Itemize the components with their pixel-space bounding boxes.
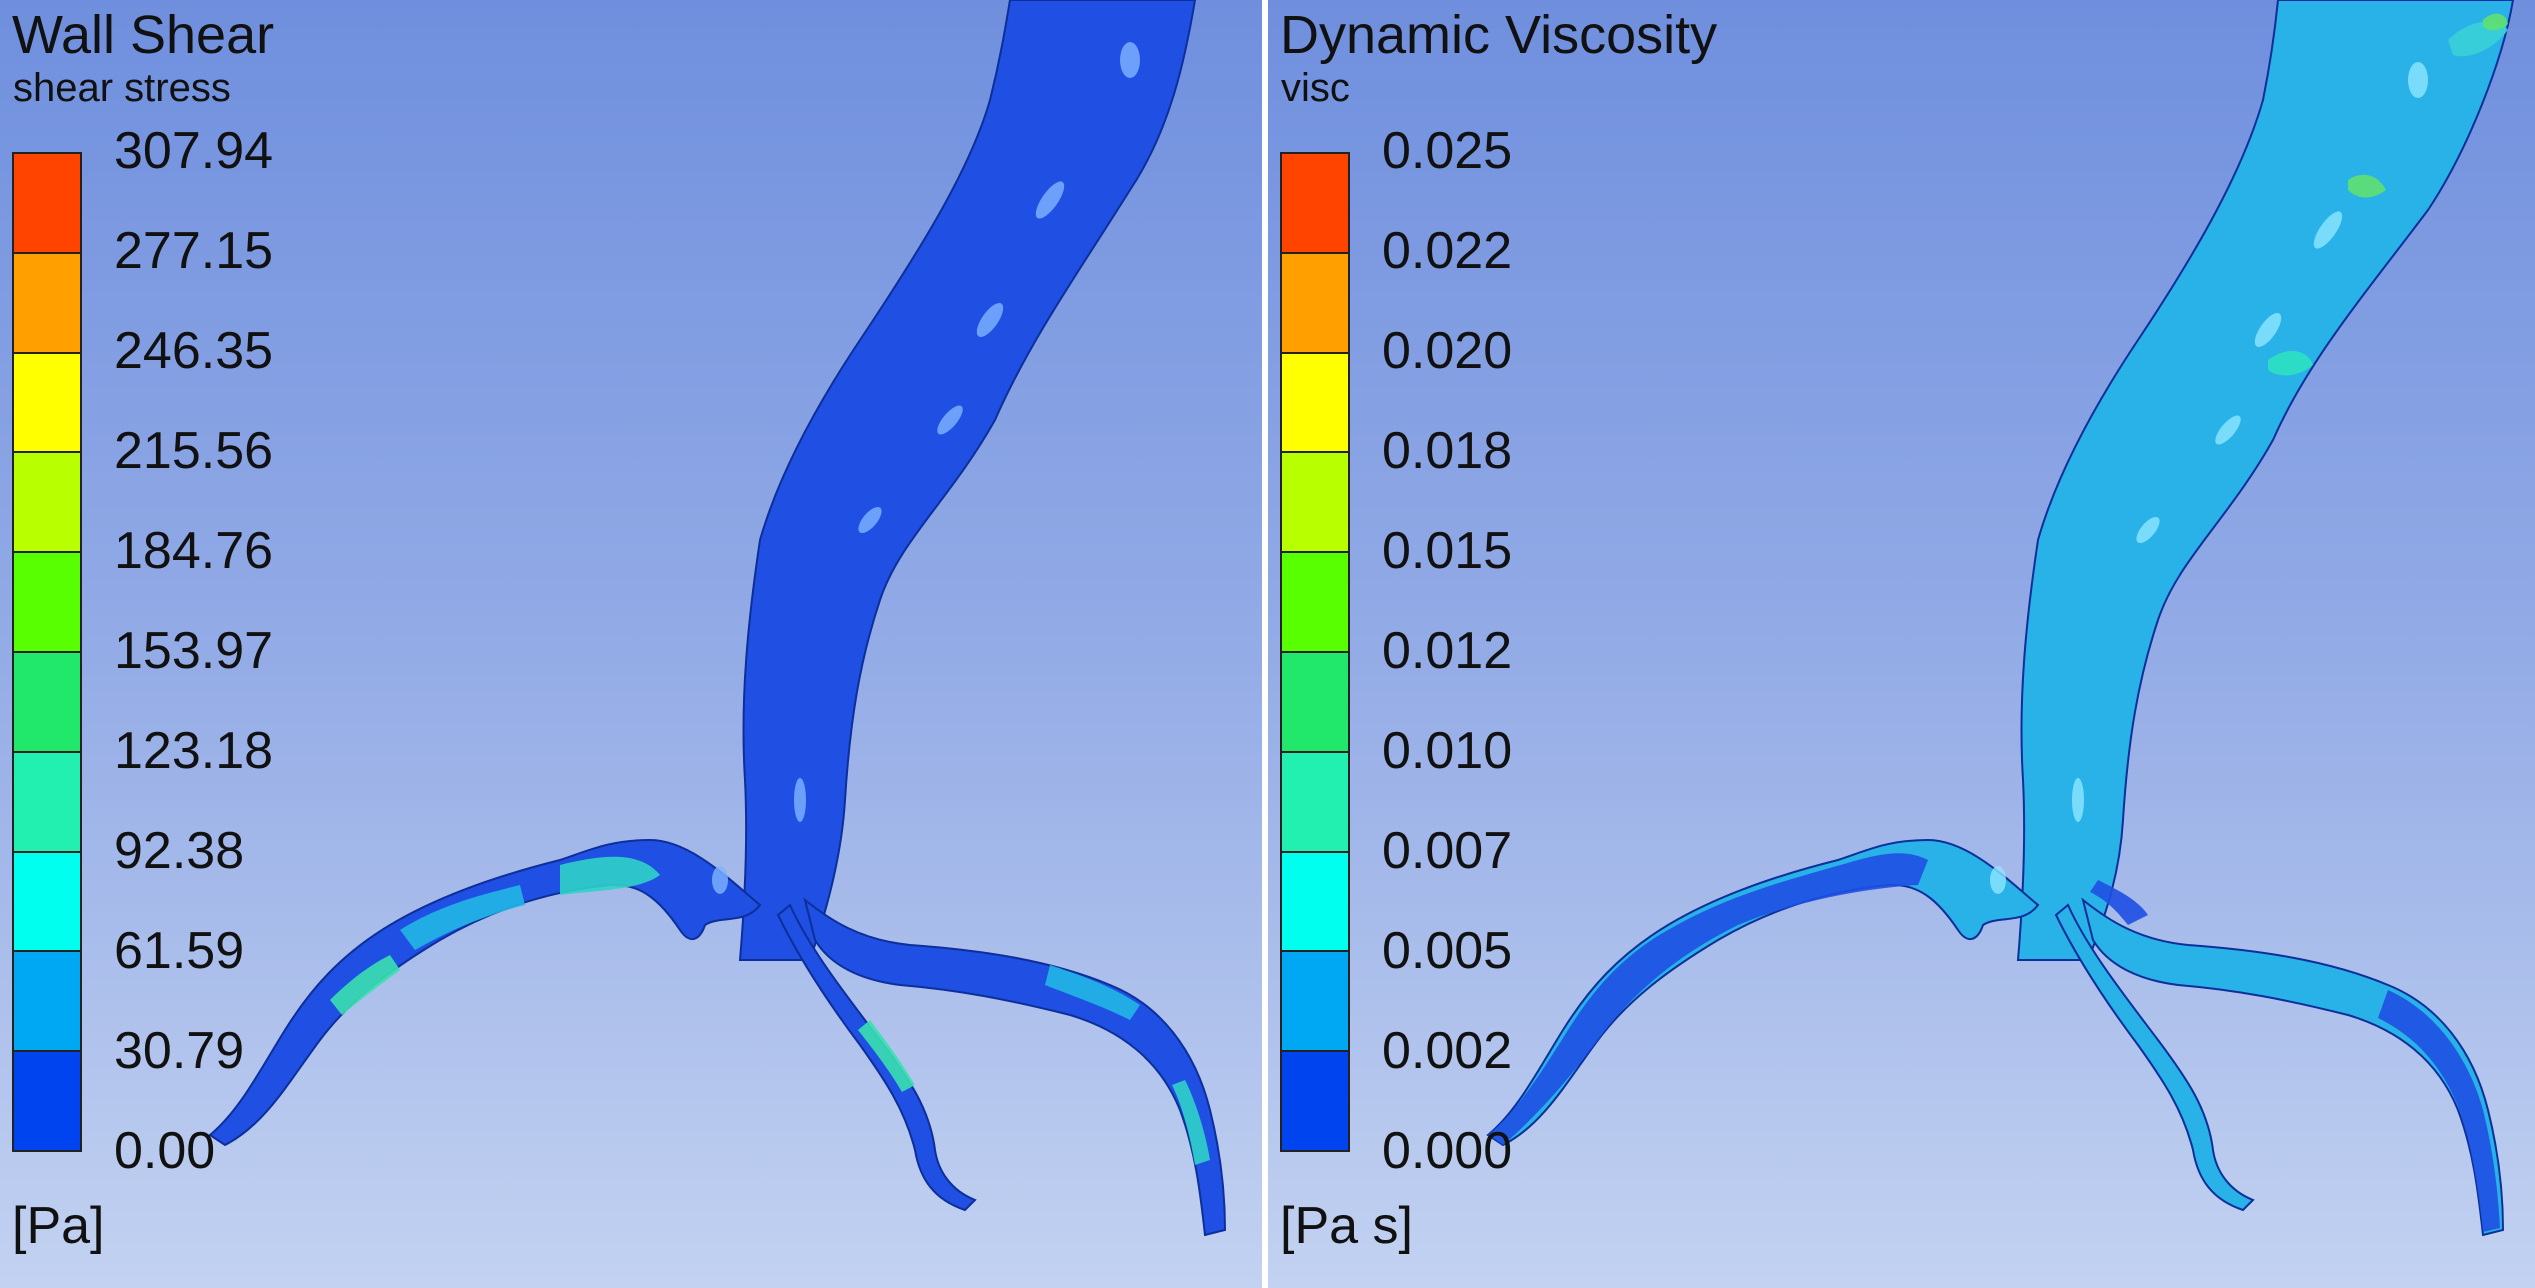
high-viscosity-patch xyxy=(2348,174,2386,198)
highlight xyxy=(2072,778,2084,822)
legend-tick-label: 0.007 xyxy=(1382,822,1513,880)
legend-tick-label: 92.38 xyxy=(114,822,245,880)
color-segment xyxy=(1282,852,1348,953)
legend-tick-label: 0.010 xyxy=(1382,722,1513,780)
color-segment xyxy=(1282,752,1348,853)
highlight xyxy=(1990,866,2006,894)
low-viscosity-patch xyxy=(2378,990,2500,1232)
legend-tick-label: 184.76 xyxy=(114,522,274,580)
legend-tick-label: 0.020 xyxy=(1382,322,1513,380)
color-segment xyxy=(1282,652,1348,753)
highlight xyxy=(2313,211,2343,249)
shear-patch xyxy=(400,885,525,950)
color-legend-bar xyxy=(12,152,82,1152)
legend-tick-label: 0.022 xyxy=(1382,222,1513,280)
color-segment xyxy=(1282,353,1348,454)
right-iliac-branch xyxy=(2081,897,2505,1237)
aorta-trunk xyxy=(738,0,1197,961)
color-segment xyxy=(1282,154,1348,254)
specular-highlights xyxy=(1990,62,2428,894)
legend-tick-label: 215.56 xyxy=(114,422,274,480)
legend-unit: [Pa s] xyxy=(1280,1197,1413,1255)
aorta-trunk xyxy=(2016,0,2515,961)
viscosity-patch xyxy=(2268,350,2313,376)
legend-tick-label: 123.18 xyxy=(114,722,274,780)
color-segment xyxy=(14,1052,80,1150)
legend-tick-label: 0.025 xyxy=(1382,122,1513,180)
highlight xyxy=(1035,181,1065,219)
color-segment xyxy=(1282,453,1348,554)
legend-tick-label: 0.000 xyxy=(1382,1122,1513,1180)
color-segment xyxy=(14,652,80,753)
legend-tick-label: 246.35 xyxy=(114,322,274,380)
legend-tick-label: 30.79 xyxy=(114,1022,245,1080)
internal-branch xyxy=(2054,903,2255,1212)
legend-tick-label: 0.012 xyxy=(1382,622,1513,680)
color-segment xyxy=(14,453,80,554)
vessel-model-viscosity xyxy=(1486,0,2515,1237)
legend-tick-label: 0.018 xyxy=(1382,422,1513,480)
highlight xyxy=(1120,42,1140,78)
legend-unit: [Pa] xyxy=(12,1197,105,1255)
legend-tick-label: 61.59 xyxy=(114,922,245,980)
highlight xyxy=(858,506,882,534)
wall-shear-panel: Wall Shear shear stress 307.94 277.15 246.… xyxy=(0,0,1262,1288)
legend-title: Dynamic Viscosity xyxy=(1280,5,1718,65)
color-segment xyxy=(14,553,80,653)
low-viscosity-patch xyxy=(2090,880,2148,925)
legend-subtitle: shear stress xyxy=(13,66,231,110)
color-segment xyxy=(14,852,80,953)
legend-tick-label: 0.005 xyxy=(1382,922,1513,980)
highlight xyxy=(794,778,806,822)
color-segment xyxy=(14,353,80,454)
shear-patch xyxy=(1045,965,1140,1020)
color-segment xyxy=(14,253,80,354)
legend-tick-label: 153.97 xyxy=(114,622,274,680)
right-iliac-branch xyxy=(803,897,1227,1237)
left-iliac-branch xyxy=(1486,838,2040,1147)
highlight xyxy=(712,866,728,894)
color-segment xyxy=(1282,1052,1348,1150)
legend-tick-label: 307.94 xyxy=(114,122,274,180)
color-segment xyxy=(14,154,80,254)
vessel-model-wall-shear xyxy=(208,0,1227,1237)
left-iliac-branch xyxy=(208,838,762,1147)
legend-title: Wall Shear xyxy=(12,5,275,65)
legend-tick-label: 0.002 xyxy=(1382,1022,1513,1080)
highlight xyxy=(2215,415,2241,445)
highlight xyxy=(937,405,963,435)
scalar-patches xyxy=(1488,13,2508,1232)
low-viscosity-patch xyxy=(1488,853,1928,1145)
highlight xyxy=(2254,312,2282,348)
highlight xyxy=(976,302,1004,338)
high-viscosity-patch xyxy=(2483,13,2508,31)
highlight xyxy=(2408,62,2428,98)
high-shear-patch xyxy=(560,856,660,895)
legend-tick-label: 0.00 xyxy=(114,1122,216,1180)
vessel-surface xyxy=(208,0,1227,1237)
legend-tick-label: 0.015 xyxy=(1382,522,1513,580)
color-segment xyxy=(1282,553,1348,653)
shear-patch xyxy=(1172,1080,1210,1165)
legend-tick-label: 277.15 xyxy=(114,222,274,280)
shear-patch xyxy=(858,1020,915,1092)
color-legend-bar xyxy=(1280,152,1350,1152)
highlight xyxy=(2136,516,2160,544)
color-segment xyxy=(1282,253,1348,354)
color-segment xyxy=(1282,952,1348,1053)
specular-highlights xyxy=(712,42,1140,894)
color-segment xyxy=(14,752,80,853)
legend-subtitle: visc xyxy=(1281,66,1350,110)
color-segment xyxy=(14,952,80,1053)
shear-patch xyxy=(330,955,400,1015)
scalar-patches xyxy=(330,856,1210,1165)
dynamic-viscosity-panel: Dynamic Viscosity visc 0.025 0.022 0.020 0.… xyxy=(1268,0,2535,1288)
